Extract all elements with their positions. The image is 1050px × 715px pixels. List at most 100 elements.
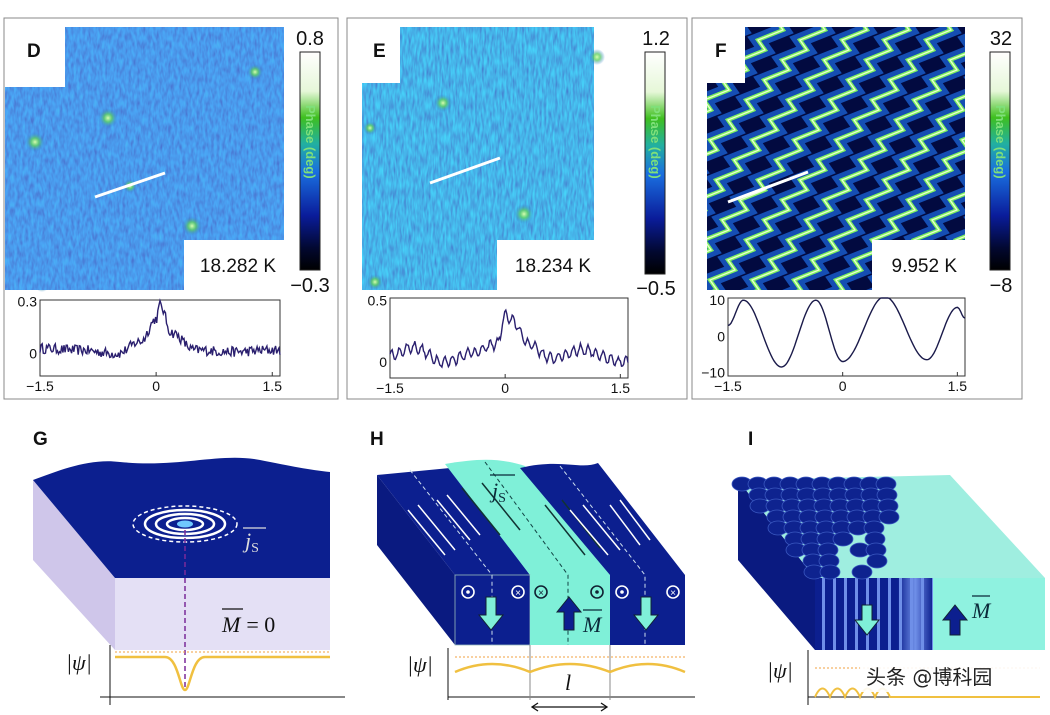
block-side-face bbox=[33, 480, 115, 650]
temperature-label: 18.282 K bbox=[200, 256, 276, 277]
phase-stripe-core bbox=[707, 27, 785, 113]
temperature-box bbox=[497, 240, 597, 290]
y-tick-label: 0.5 bbox=[368, 292, 388, 308]
x-tick-label: 0 bbox=[839, 378, 847, 394]
x-tick-label: 0 bbox=[501, 380, 509, 396]
svg-text:×: × bbox=[538, 588, 544, 599]
domain-top-down bbox=[520, 463, 685, 575]
front-stripe bbox=[833, 578, 836, 650]
x-tick-label: 1.5 bbox=[611, 380, 631, 396]
phase-stripe-core bbox=[707, 27, 827, 155]
y-tick-label: 0.3 bbox=[18, 294, 38, 310]
watermark-background bbox=[860, 660, 1040, 692]
magnetization-up-arrow-icon bbox=[941, 604, 969, 636]
psi-label: |ψ| bbox=[66, 650, 92, 675]
label-background bbox=[348, 27, 400, 83]
colorbar-min: −0.3 bbox=[290, 275, 329, 297]
front-stripe bbox=[822, 578, 825, 650]
linecut-marker bbox=[429, 156, 501, 185]
domain-front-down bbox=[815, 578, 933, 650]
profile-line bbox=[727, 297, 966, 368]
x-tick-label: −1.5 bbox=[714, 378, 742, 394]
block-side-face bbox=[377, 475, 455, 645]
panel-letter: D bbox=[27, 41, 41, 62]
svg-text:×: × bbox=[670, 588, 676, 599]
y-tick-label: 10 bbox=[709, 292, 725, 308]
front-stripe bbox=[899, 578, 902, 650]
colorbar-max: 32 bbox=[990, 28, 1012, 50]
colorbar-max: 1.2 bbox=[642, 28, 670, 50]
temperature-label: 18.234 K bbox=[515, 256, 591, 277]
phase-stripe-core bbox=[834, 138, 965, 290]
domain-top-down bbox=[377, 468, 530, 575]
front-stripe bbox=[921, 578, 924, 650]
front-stripe bbox=[910, 578, 913, 650]
x-tick-label: 1.5 bbox=[948, 378, 968, 394]
phase-stripe-core bbox=[792, 95, 965, 290]
profile-plot-e: −1.5 0 1.5 0 0.5 bbox=[368, 292, 631, 396]
y-tick-label: −10 bbox=[701, 364, 725, 380]
current-label: jS bbox=[489, 478, 506, 506]
profile-plot-d: −1.5 0 1.5 0 0.3 bbox=[18, 294, 283, 394]
panel-letter: H bbox=[370, 429, 384, 450]
magnetization-label: M = 0 bbox=[221, 612, 275, 637]
psi-label: |ψ| bbox=[407, 652, 433, 677]
phase-stripe-core bbox=[707, 27, 869, 198]
diagram-g: G jS M = 0 |ψ| bbox=[33, 429, 345, 705]
x-tick-label: −1.5 bbox=[26, 378, 54, 394]
svg-text:×: × bbox=[515, 588, 521, 599]
magnetization-label: M bbox=[582, 612, 603, 637]
colorbar bbox=[989, 51, 1011, 271]
phase-stripe-core bbox=[707, 27, 911, 253]
x-tick-label: 0 bbox=[152, 378, 160, 394]
magnetization-label: M bbox=[971, 598, 992, 623]
vortex-bubble bbox=[819, 564, 841, 580]
magnetization-down-arrow-icon bbox=[853, 604, 881, 636]
plot-frame bbox=[389, 297, 629, 379]
panel-letter: F bbox=[715, 41, 727, 62]
psi-label: |ψ| bbox=[767, 658, 793, 683]
vortex-lattice bbox=[731, 476, 900, 580]
length-double-arrow-icon bbox=[530, 702, 609, 712]
magnetization-down-arrow-icon bbox=[632, 596, 660, 631]
current-label: jS bbox=[242, 528, 259, 556]
psi-profile bbox=[454, 662, 686, 674]
phase-stripe-core bbox=[708, 27, 953, 290]
label-background bbox=[693, 27, 745, 83]
panel-f: 9.952 K F Phase (deg) 32 −8 −1.5 0 1.5100−… bbox=[691, 17, 1023, 400]
diagram-h: H jS × × × bbox=[370, 429, 695, 712]
front-stripe bbox=[888, 578, 891, 650]
x-tick-label: 1.5 bbox=[263, 378, 283, 394]
vortex-bubble bbox=[878, 509, 900, 525]
colorbar-label: Phase (deg) bbox=[303, 105, 318, 179]
label-background bbox=[5, 27, 65, 87]
temperature-label: 9.952 K bbox=[892, 256, 958, 277]
colorbar bbox=[299, 51, 321, 271]
panel-e: 18.234 K E Phase (deg) 1.2 −0.5 −1.5 0 1.5… bbox=[346, 17, 688, 400]
phase-map-left-texture bbox=[5, 87, 64, 290]
linecut-marker bbox=[727, 170, 809, 204]
plot-frame bbox=[727, 297, 966, 377]
front-stripe bbox=[877, 578, 880, 650]
temperature-box bbox=[872, 240, 965, 290]
profile-line bbox=[39, 298, 281, 359]
colorbar-min: −0.5 bbox=[636, 278, 675, 300]
vortex-spots bbox=[363, 49, 605, 290]
x-tick-label: −1.5 bbox=[376, 380, 404, 396]
y-tick-label: 0 bbox=[379, 354, 387, 370]
magnetization-up-arrow-icon bbox=[555, 596, 583, 631]
length-label: l bbox=[565, 670, 571, 695]
block-side-face bbox=[738, 480, 815, 650]
profile-line bbox=[389, 308, 629, 369]
vortex-bubble bbox=[832, 531, 854, 547]
colorbar bbox=[644, 51, 666, 275]
y-tick-label: 0 bbox=[717, 328, 725, 344]
panel-d: 18.282 K D Phase (deg) 0.8 −0.3 −1.5 0 1.5… bbox=[3, 17, 339, 400]
phase-stripe-core bbox=[750, 53, 965, 290]
edge-current-arrows bbox=[407, 482, 651, 556]
vortex-bubble bbox=[851, 564, 873, 580]
current-direction-symbols: × × × bbox=[461, 585, 680, 599]
block-front-face bbox=[115, 578, 330, 650]
colorbar-min: −8 bbox=[990, 275, 1013, 297]
